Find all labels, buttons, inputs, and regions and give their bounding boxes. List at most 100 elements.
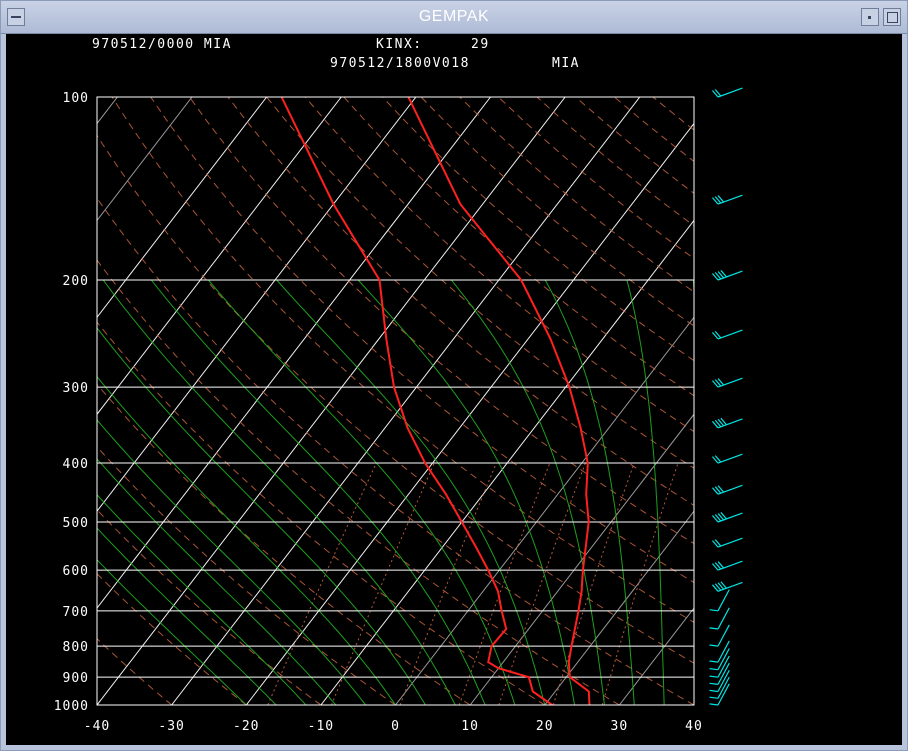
wind-barb [709, 655, 730, 678]
mixing-ratio-line [267, 462, 377, 705]
dry-adiabat-line [575, 97, 694, 194]
dry-adiabat-line [150, 97, 694, 584]
pressure-tick-label: 600 [63, 564, 89, 579]
valid-time-label: 970512/1800V018 [330, 56, 470, 71]
wind-barb-shaft [717, 683, 730, 706]
temperature-tick-label: 30 [611, 719, 629, 734]
wind-barb-feather [720, 270, 727, 278]
minimize-button[interactable] [861, 8, 879, 26]
wind-barb-shaft [717, 589, 730, 612]
dry-adiabat-line [97, 134, 694, 664]
pressure-tick-label: 500 [63, 516, 89, 531]
isotherm-line [245, 122, 694, 705]
wind-barb-shaft [717, 676, 730, 699]
dry-adiabat-line [97, 638, 172, 705]
isotherm-line [97, 97, 268, 319]
dry-adiabat-line [304, 97, 694, 433]
window-title: GEMPAK [418, 8, 490, 25]
wind-barb-shaft [717, 624, 730, 647]
dewpoint-profile [280, 97, 553, 705]
wind-barb-feather [717, 271, 725, 279]
wind-barb-feather [717, 195, 725, 203]
isotherm-line [171, 97, 641, 705]
wind-barb-feather [714, 514, 722, 522]
temperature-tick-label: 0 [391, 719, 400, 734]
dry-adiabat-line [382, 97, 694, 362]
wind-barb [711, 194, 743, 205]
pressure-tick-label: 400 [63, 457, 89, 472]
wind-barb-feather [709, 627, 719, 630]
wind-barb-feather [711, 197, 719, 205]
pressure-tick-label: 900 [63, 671, 89, 686]
wind-barb-feather [709, 667, 719, 671]
wind-barb-feather [711, 456, 719, 464]
wind-barb [709, 662, 730, 685]
isotherm-line [97, 97, 193, 222]
temperature-tick-labels: -40 -30 -20 -10 0 10 20 30 40 [84, 719, 702, 734]
isotherm-line [6, 97, 43, 705]
wind-barb-feather [717, 485, 725, 493]
wind-barb-feather [714, 379, 722, 387]
wind-barb-feather [711, 332, 719, 340]
dry-adiabat-line [97, 446, 396, 705]
dry-adiabat-line [227, 97, 694, 507]
wind-barb-shaft [717, 662, 730, 685]
wind-barb-feather [711, 90, 719, 98]
wind-barbs [709, 87, 743, 706]
pressure-tick-label: 700 [63, 605, 89, 620]
pressure-tick-label: 800 [63, 640, 89, 655]
wind-barb-feather [711, 487, 719, 495]
wind-barb-shaft [717, 453, 743, 464]
model-run-label: 970512/0000 MIA [92, 37, 232, 52]
wind-barb-feather [709, 703, 719, 706]
wind-barb [711, 537, 743, 548]
wind-barb-shaft [717, 194, 743, 205]
dry-adiabat-line [111, 97, 694, 623]
wind-barb-feather [720, 512, 727, 520]
maximize-button[interactable] [883, 8, 901, 26]
moist-adiabat-line [208, 279, 516, 705]
pressure-tick-label: 100 [63, 91, 89, 106]
sounding-profiles [280, 97, 591, 705]
wind-barb-feather [714, 272, 722, 280]
wind-barb-shaft [717, 670, 730, 692]
wind-barb-shaft [717, 640, 730, 663]
wind-barb [709, 624, 730, 647]
temperature-tick-label: -40 [84, 719, 110, 734]
title-bar[interactable]: GEMPAK [1, 1, 907, 34]
pressure-tick-labels: 100 200 300 400 500 600 700 800 900 1000 [54, 91, 89, 714]
wind-barb [711, 329, 743, 340]
wind-barb-feather [711, 273, 719, 281]
wind-barb-feather [709, 660, 719, 663]
background-lines [6, 97, 694, 705]
wind-barb-shaft [717, 484, 743, 495]
dry-adiabat-line [343, 97, 694, 397]
wind-barb-feather [717, 418, 725, 427]
wind-barb-shaft [717, 560, 743, 571]
wind-barb-feather [714, 330, 722, 339]
wind-barb-feather [714, 562, 722, 570]
isotherm-line [97, 97, 342, 416]
wind-barb-feather [720, 417, 727, 426]
wind-barb [709, 670, 730, 693]
wind-barb [709, 683, 730, 706]
moist-adiabat-line [97, 458, 337, 705]
moist-adiabat-line [102, 279, 456, 705]
wind-barb [711, 417, 743, 429]
isotherm-line [693, 704, 694, 705]
wind-barb-feather [709, 682, 719, 685]
wind-barb-shaft [717, 377, 743, 388]
wind-barb-feather [711, 515, 719, 523]
moist-adiabat-line [97, 559, 247, 705]
wind-barb-feather [714, 419, 722, 428]
temperature-tick-label: 10 [461, 719, 479, 734]
wind-barb-shaft [717, 655, 730, 678]
mixing-ratio-line [331, 462, 435, 705]
wind-barb-shaft [717, 329, 743, 340]
dry-adiabat-line [459, 97, 694, 293]
window-menu-button[interactable] [7, 8, 25, 26]
wind-barb [711, 377, 743, 388]
moist-adiabat-line [97, 527, 277, 705]
stability-index-value: 29 [471, 37, 490, 52]
